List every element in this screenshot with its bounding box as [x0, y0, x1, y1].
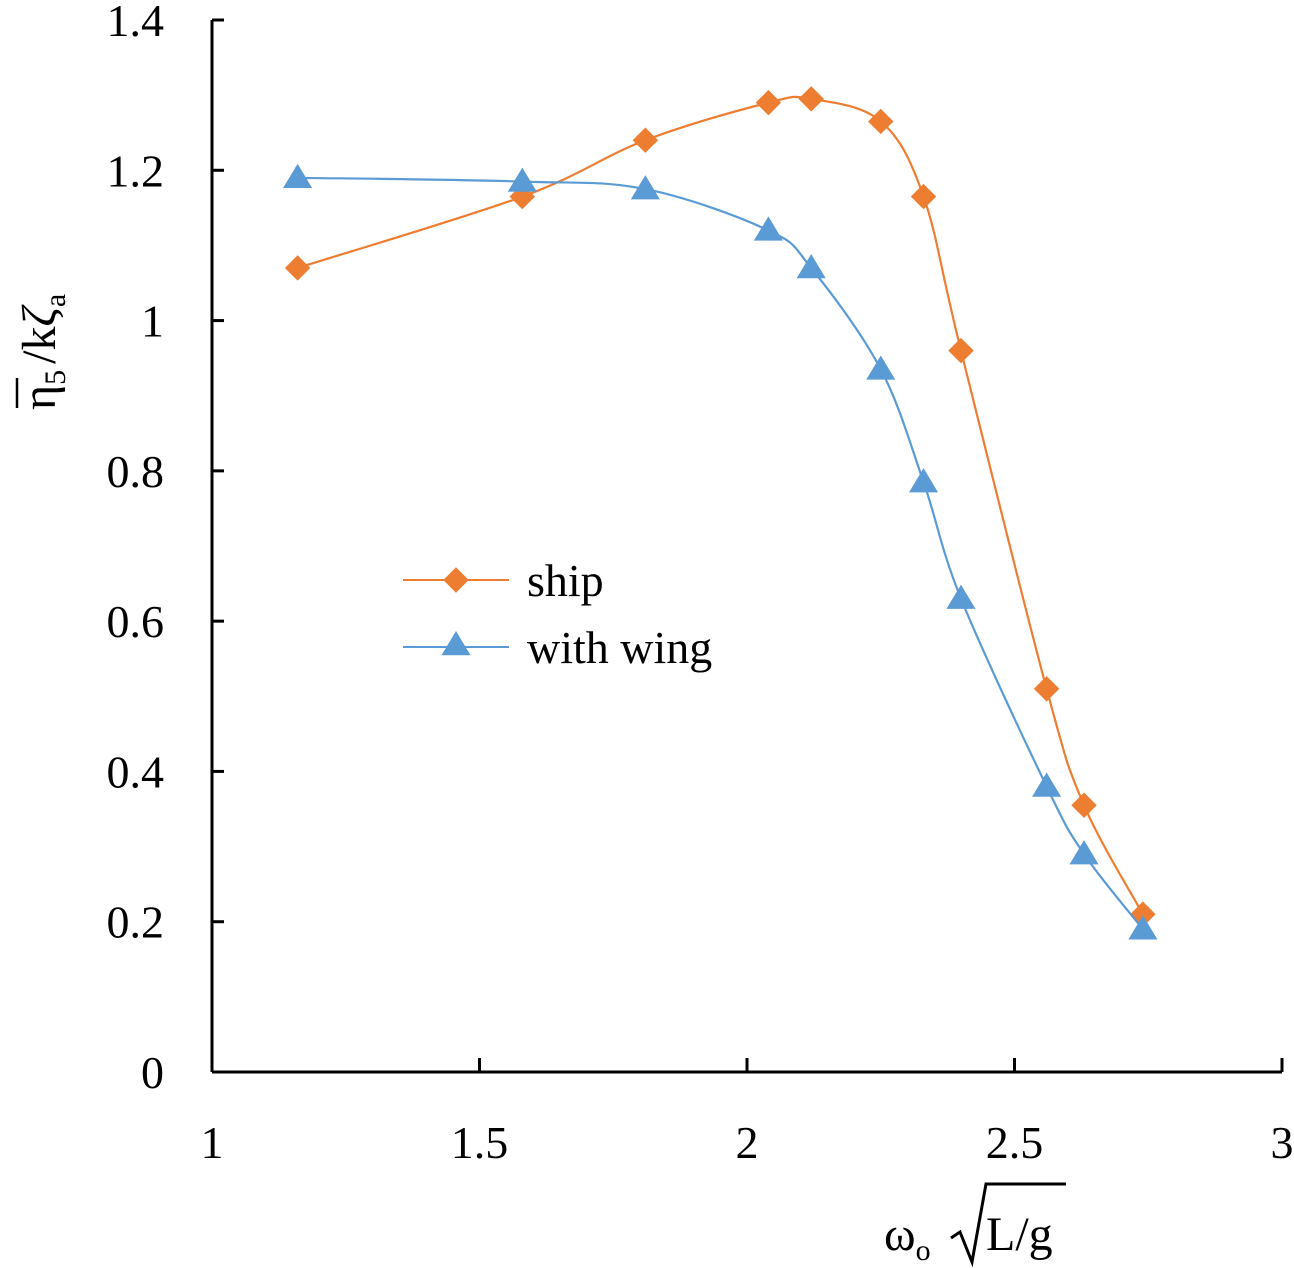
xlabel-omega-sub: o	[916, 1234, 931, 1267]
y-tick-label: 0	[141, 1047, 164, 1098]
data-point-ship	[910, 183, 937, 210]
data-point-with-wing	[946, 584, 976, 609]
legend-item-with-wing: with wing	[403, 622, 712, 673]
data-point-with-wing	[1032, 772, 1062, 797]
legend-marker-ship	[443, 567, 469, 593]
data-point-with-wing	[1069, 840, 1099, 865]
series-ship	[284, 86, 1156, 927]
y-tick-label: 1.2	[107, 145, 165, 196]
ylabel-eta: η	[13, 385, 66, 410]
legend-marker-with-wing	[441, 631, 471, 656]
legend-item-ship: ship	[403, 555, 604, 606]
series-group	[283, 86, 1158, 940]
y-tick-label: 0.6	[107, 596, 165, 647]
data-point-ship	[1033, 676, 1060, 702]
data-point-ship	[1071, 792, 1097, 818]
series-line-ship	[297, 95, 1144, 915]
series-line-with-wing	[297, 176, 1144, 930]
x-tick-label: 2	[736, 1117, 759, 1168]
ylabel-slash-k: /k	[13, 327, 66, 364]
data-point-ship	[948, 337, 974, 364]
data-point-ship	[755, 89, 782, 116]
legend-label-ship: ship	[527, 555, 604, 606]
ylabel-zeta-sub: a	[39, 294, 72, 307]
x-tick-label: 1.5	[451, 1117, 509, 1168]
data-point-with-wing	[507, 167, 537, 192]
x-tick-label: 3	[1271, 1117, 1294, 1168]
y-tick-label: 1.4	[107, 0, 165, 46]
xlabel-omega: ω	[884, 1208, 916, 1261]
x-axis-title: ωo L/g	[884, 1182, 1066, 1268]
sqrt-sign	[950, 1182, 1066, 1268]
data-point-with-wing	[630, 175, 660, 200]
data-point-with-wing	[866, 355, 896, 380]
y-tick-label: 1	[141, 296, 164, 347]
legend: ship with wing	[403, 555, 712, 673]
y-axis-title: η5/kζa	[13, 294, 72, 410]
ylabel-zeta: ζ	[13, 304, 66, 327]
y-tick-label: 0.2	[107, 897, 165, 948]
data-point-with-wing	[1128, 915, 1158, 940]
x-ticks: 1 1.5 2 2.5 3	[201, 1058, 1294, 1168]
data-point-with-wing	[909, 468, 939, 493]
series-with-wing	[283, 163, 1158, 940]
svg-text:ωo: ωo	[884, 1208, 931, 1267]
data-point-with-wing	[753, 216, 783, 241]
x-tick-label: 2.5	[986, 1117, 1044, 1168]
y-tick-label: 0.8	[107, 446, 165, 497]
ylabel-eta-sub: 5	[39, 370, 72, 385]
data-point-ship	[798, 86, 824, 112]
data-point-ship	[868, 108, 894, 135]
data-point-with-wing	[796, 253, 826, 279]
y-tick-label: 0.4	[107, 746, 165, 797]
data-point-ship	[632, 127, 659, 153]
y-ticks: 0 0.2 0.4 0.6 0.8 1 1.2 1.4	[107, 0, 224, 1098]
svg-text:η5/kζa: η5/kζa	[13, 294, 72, 410]
data-point-with-wing	[283, 163, 313, 189]
xlabel-radicand: L/g	[986, 1208, 1053, 1261]
legend-label-with-wing: with wing	[527, 622, 712, 673]
data-point-ship	[284, 255, 311, 281]
x-tick-label: 1	[201, 1117, 224, 1168]
